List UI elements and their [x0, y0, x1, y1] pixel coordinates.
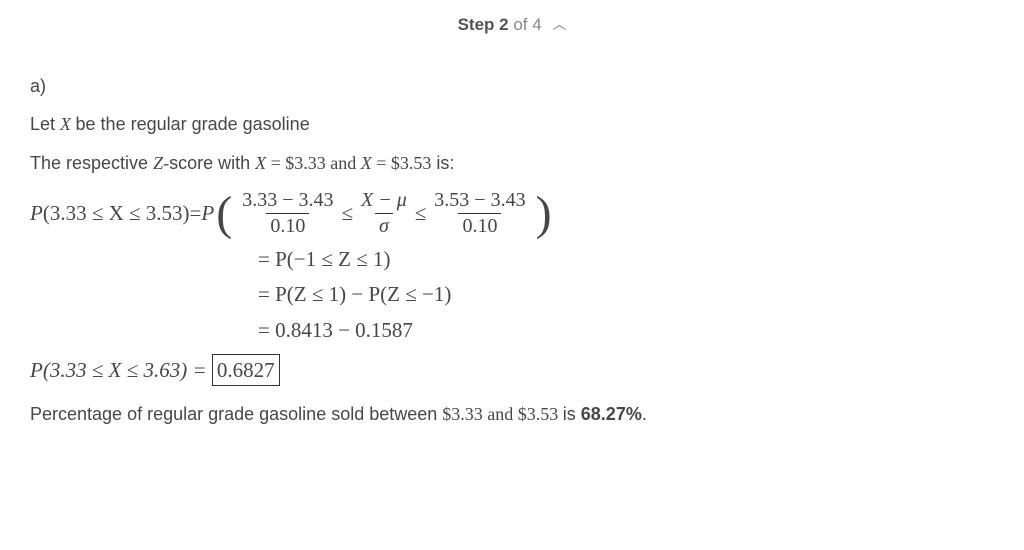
lhs-P: P — [30, 199, 43, 227]
intro-line: Let X be the regular grade gasoline — [30, 112, 994, 136]
open-paren: ( — [214, 192, 234, 235]
result-lhs: P(3.33 ≤ X ≤ 3.63) = — [30, 358, 212, 382]
z-letter: Z- — [153, 153, 169, 173]
frac3-num: 3.53 − 3.43 — [430, 189, 529, 213]
step-3: = 0.8413 − 0.1587 — [258, 316, 994, 344]
frac2-num: X − μ — [357, 189, 411, 213]
le-2: ≤ — [415, 199, 427, 227]
concl-range: $3.33 and $3.53 — [442, 404, 563, 424]
frac2-den: σ — [375, 213, 393, 238]
lhs-inner: (3.33 ≤ X ≤ 3.53) — [43, 199, 190, 227]
frac1-num: 3.33 − 3.43 — [238, 189, 337, 213]
part-label: a) — [30, 74, 994, 98]
step-number: Step 2 — [458, 15, 509, 34]
fraction-1: 3.33 − 3.43 0.10 — [238, 189, 337, 238]
close-paren: ) — [534, 192, 554, 235]
fraction-2: X − μ σ — [357, 189, 411, 238]
z-eq2a: X — [361, 153, 372, 173]
z-eq1a: X — [255, 153, 266, 173]
z-eq1b: = $3.33 and — [266, 153, 361, 173]
zscore-line: The respective Z-score with X = $3.33 an… — [30, 151, 994, 175]
z-eq2b: = $3.53 — [372, 153, 432, 173]
concl-end: . — [642, 404, 647, 424]
step-of: of 4 — [513, 15, 541, 34]
concl-pct: 68.27% — [581, 404, 642, 424]
derivation-steps: = P(−1 ≤ Z ≤ 1) = P(Z ≤ 1) − P(Z ≤ −1) =… — [258, 245, 994, 344]
concl-prefix: Percentage of regular grade gasoline sol… — [30, 404, 442, 424]
concl-mid: is — [563, 404, 581, 424]
frac3-den: 0.10 — [458, 213, 501, 238]
fraction-3: 3.53 − 3.43 0.10 — [430, 189, 529, 238]
frac1-den: 0.10 — [266, 213, 309, 238]
z-prefix: The respective — [30, 153, 153, 173]
le-1: ≤ — [341, 199, 353, 227]
solution-content: a) Let X be the regular grade gasoline T… — [0, 55, 1024, 461]
intro-var: X — [60, 114, 76, 134]
step-1: = P(−1 ≤ Z ≤ 1) — [258, 245, 994, 273]
z-mid: score with — [169, 153, 255, 173]
z-end: is: — [431, 153, 454, 173]
result-line: P(3.33 ≤ X ≤ 3.63) = 0.6827 — [30, 354, 994, 386]
equals: = — [190, 199, 202, 227]
chevron-up-icon: ︿ — [552, 14, 566, 34]
step-2: = P(Z ≤ 1) − P(Z ≤ −1) — [258, 280, 994, 308]
intro-prefix: Let — [30, 114, 60, 134]
step-header[interactable]: Step 2 of 4 ︿ — [0, 0, 1024, 55]
main-equation: P (3.33 ≤ X ≤ 3.53) = P ( 3.33 − 3.43 0.… — [30, 189, 994, 238]
rhs-P: P — [201, 199, 214, 227]
intro-suffix: be the regular grade gasoline — [76, 114, 310, 134]
conclusion-line: Percentage of regular grade gasoline sol… — [30, 402, 994, 426]
result-boxed: 0.6827 — [212, 354, 280, 386]
